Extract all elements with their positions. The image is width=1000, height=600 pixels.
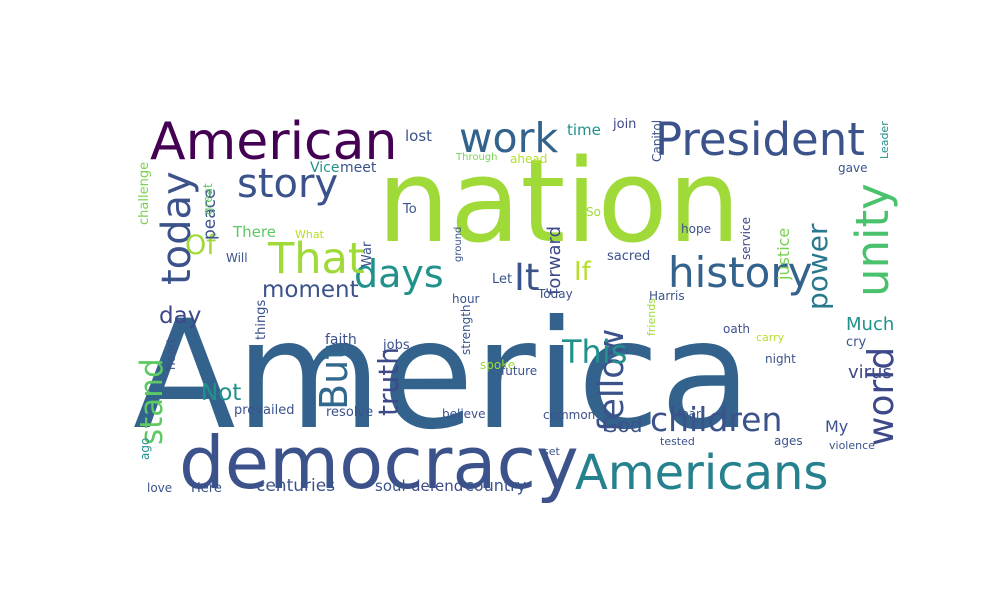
word-hour: hour — [452, 292, 480, 306]
word-soul: soul — [375, 477, 406, 495]
word-centuries: centuries — [256, 476, 335, 496]
word-president: President — [655, 113, 865, 166]
word-will: Will — [226, 251, 248, 265]
word-carry: carry — [756, 331, 785, 344]
word-stand: stand — [134, 358, 170, 445]
word-night: night — [765, 352, 796, 366]
word-heart: heart — [164, 338, 178, 370]
word-friends: friends — [645, 298, 658, 336]
word-democracy: democracy — [179, 421, 579, 505]
word-world: world — [861, 347, 902, 446]
word-future: future — [501, 364, 537, 378]
word-if: If — [574, 257, 592, 287]
word-day: day — [159, 303, 201, 329]
word-to: To — [402, 202, 417, 217]
word-ages: ages — [774, 434, 803, 448]
word-forward: forward — [544, 226, 565, 295]
word-set: set — [543, 445, 560, 458]
word-country: country — [465, 476, 526, 495]
word-believe: believe — [442, 407, 486, 421]
word-sacred: sacred — [607, 249, 650, 264]
word-common: common — [543, 408, 595, 422]
word-unity: unity — [846, 183, 899, 297]
word-service: service — [739, 217, 753, 260]
word-ahead: ahead — [510, 152, 547, 166]
word-cry: cry — [846, 335, 866, 350]
word-american: American — [150, 112, 397, 172]
word-of: Of — [185, 230, 217, 261]
word-prevailed: prevailed — [234, 403, 294, 418]
word-americans: Americans — [575, 445, 828, 501]
word-today: today — [154, 171, 200, 285]
word-america: America — [133, 289, 752, 463]
word-today: Today — [537, 287, 573, 301]
word-challenge: challenge — [137, 162, 152, 225]
word-defend: defend — [411, 477, 463, 495]
word-justice: justice — [774, 228, 793, 281]
word-through: Through — [455, 152, 497, 163]
word-so: So — [586, 205, 601, 219]
word-truth: truth — [372, 347, 405, 416]
word-it: It — [514, 256, 539, 299]
word-hope: hope — [681, 222, 711, 236]
word-work: work — [459, 114, 558, 162]
word-power: power — [801, 223, 834, 310]
word-there: There — [232, 223, 276, 241]
word-capitol: Capitol — [650, 120, 664, 162]
word-join: join — [612, 117, 636, 132]
word-things: things — [254, 300, 269, 340]
word-ago: ago — [138, 438, 152, 460]
word-days: days — [354, 252, 444, 296]
word-nation: nation — [377, 135, 741, 269]
word-faith: faith — [325, 332, 357, 348]
word-ground: ground — [453, 227, 464, 262]
word-strength: strength — [459, 304, 473, 355]
word-harris: Harris — [649, 289, 685, 303]
word-violence: violence — [829, 439, 875, 452]
word-fear: fear — [677, 407, 701, 421]
word-oath: oath — [723, 322, 750, 336]
word-time: time — [567, 121, 601, 139]
word-love: love — [147, 481, 172, 495]
word-war: War — [360, 241, 375, 267]
word-tested: tested — [660, 435, 695, 448]
word-let: Let — [492, 272, 512, 287]
word-here: Here — [191, 481, 222, 496]
word-lost: lost — [405, 127, 432, 145]
word-not: Not — [201, 380, 241, 406]
word-vice: Vice — [310, 160, 339, 176]
word-great: great — [201, 183, 215, 215]
word-spoke: spoke — [480, 358, 515, 372]
word-jobs: jobs — [382, 338, 410, 353]
word-but: But — [312, 345, 356, 410]
word-leader: Leader — [878, 121, 891, 159]
word-peace: peace — [200, 189, 220, 240]
word-history: history — [668, 248, 812, 297]
word-fellow: fellow — [592, 329, 632, 432]
word-resolve: resolve — [326, 405, 373, 420]
word-that: That — [267, 234, 365, 284]
word-this: This — [561, 333, 627, 371]
word-moment: moment — [262, 277, 359, 303]
word-my: My — [825, 417, 848, 436]
word-what: What — [295, 228, 325, 241]
word-virus: virus — [848, 362, 892, 383]
word-god: God — [602, 413, 642, 437]
word-children: children — [650, 400, 782, 439]
word-story: story — [237, 161, 338, 207]
word-gave: gave — [838, 161, 867, 175]
word-much: Much — [846, 314, 894, 335]
word-meet: meet — [340, 160, 377, 176]
